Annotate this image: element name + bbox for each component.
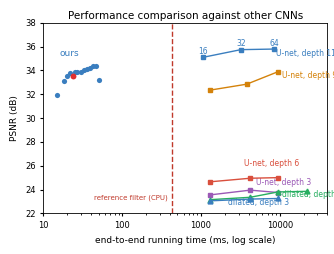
Point bbox=[85, 67, 90, 71]
Point bbox=[94, 64, 99, 68]
X-axis label: end-to-end running time (ms, log scale): end-to-end running time (ms, log scale) bbox=[95, 235, 276, 245]
Point bbox=[61, 79, 66, 83]
Text: reference filter (CPU): reference filter (CPU) bbox=[94, 195, 168, 201]
Point bbox=[96, 78, 101, 82]
Title: Performance comparison against other CNNs: Performance comparison against other CNN… bbox=[68, 11, 303, 21]
Point bbox=[75, 70, 80, 74]
Point bbox=[55, 93, 60, 98]
Text: U-net, depth 11: U-net, depth 11 bbox=[276, 49, 334, 58]
Point bbox=[91, 64, 96, 68]
Text: U-net, depth 9: U-net, depth 9 bbox=[282, 71, 334, 80]
Text: dilated, depth 6: dilated, depth 6 bbox=[282, 190, 334, 199]
Text: 64: 64 bbox=[270, 39, 279, 47]
Point bbox=[64, 74, 70, 78]
Point bbox=[68, 71, 73, 75]
Point bbox=[81, 68, 87, 72]
Point bbox=[87, 66, 93, 70]
Y-axis label: PSNR (dB): PSNR (dB) bbox=[10, 95, 19, 141]
Point bbox=[78, 70, 84, 74]
Text: ours: ours bbox=[59, 49, 79, 58]
Text: 16: 16 bbox=[198, 47, 207, 56]
Text: U-net, depth 3: U-net, depth 3 bbox=[256, 179, 311, 187]
Text: U-net, depth 6: U-net, depth 6 bbox=[244, 159, 299, 168]
Text: 32: 32 bbox=[236, 39, 246, 48]
Text: dilated, depth 3: dilated, depth 3 bbox=[228, 198, 289, 207]
Point bbox=[72, 70, 77, 74]
Point bbox=[71, 74, 76, 78]
